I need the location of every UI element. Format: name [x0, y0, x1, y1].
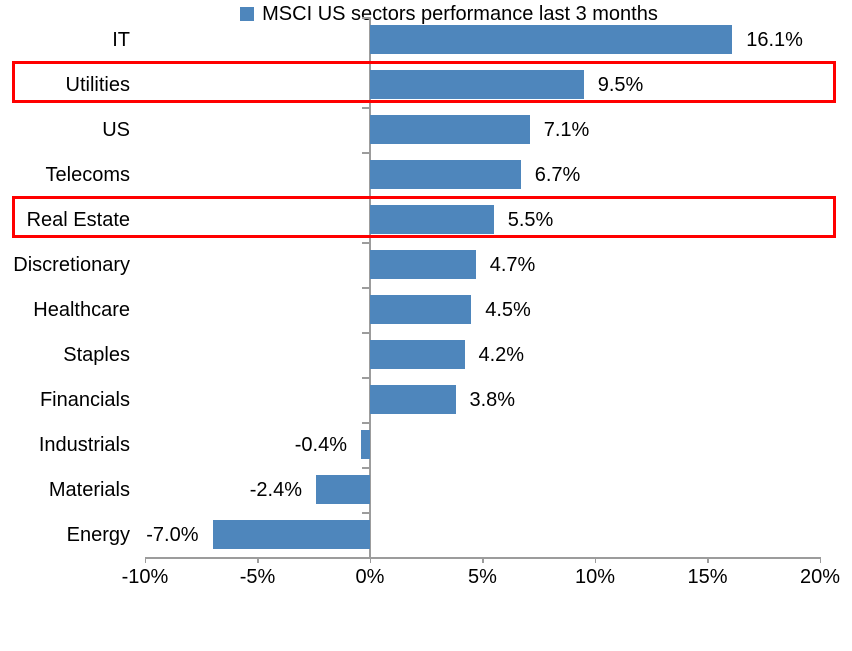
category-label: Financials: [39, 388, 130, 411]
x-tick-label: 10%: [574, 566, 616, 588]
category-label: Staples: [63, 343, 130, 366]
y-axis-tick: [362, 557, 370, 559]
y-axis-tick: [362, 152, 370, 154]
category-label: Utilities: [65, 73, 130, 96]
bar: [316, 475, 370, 504]
y-axis-tick: [362, 17, 370, 19]
highlight-box: [12, 196, 836, 238]
bar: [370, 70, 584, 99]
category-label: Healthcare: [33, 298, 130, 321]
x-tick-label: 5%: [468, 566, 497, 588]
x-axis-tick: [144, 557, 146, 563]
bar: [361, 430, 370, 459]
y-axis-tick: [362, 422, 370, 424]
value-label: 4.2%: [478, 343, 525, 366]
value-label: 4.7%: [489, 253, 536, 276]
bar: [370, 250, 476, 279]
x-axis-tick: [482, 557, 484, 563]
legend-marker-icon: [240, 7, 255, 21]
value-label: -7.0%: [146, 523, 199, 546]
y-axis-tick: [362, 467, 370, 469]
value-label: 3.8%: [469, 388, 516, 411]
value-label: 7.1%: [543, 118, 590, 141]
y-axis-tick: [362, 377, 370, 379]
value-label: -2.4%: [249, 478, 302, 501]
y-axis-tick: [362, 287, 370, 289]
category-label: Energy: [66, 523, 130, 546]
bar: [212, 520, 370, 549]
category-label: IT: [112, 28, 130, 51]
category-label: Real Estate: [26, 208, 130, 231]
bar: [370, 160, 521, 189]
category-label: Materials: [48, 478, 130, 501]
y-axis-tick: [362, 512, 370, 514]
value-label: 4.5%: [485, 298, 531, 321]
value-label: 6.7%: [534, 163, 581, 186]
bar: [370, 340, 465, 369]
bar: [370, 295, 472, 324]
y-axis-tick: [362, 332, 370, 334]
bar: [370, 385, 456, 414]
x-tick-label: 15%: [687, 566, 728, 588]
x-axis-tick: [819, 557, 821, 563]
value-label: 9.5%: [597, 73, 644, 96]
legend-label: MSCI US sectors performance last 3 month…: [262, 2, 658, 25]
category-label: Industrials: [38, 433, 130, 456]
value-label: 5.5%: [507, 208, 554, 231]
category-label: Telecoms: [45, 163, 130, 186]
bar: [370, 205, 494, 234]
x-tick-label: -5%: [239, 566, 276, 588]
legend: MSCI US sectors performance last 3 month…: [0, 0, 852, 28]
value-label: -0.4%: [294, 433, 347, 456]
highlight-box: [12, 61, 836, 103]
category-label: Discretionary: [13, 253, 130, 276]
x-tick-label: -10%: [121, 566, 169, 588]
x-axis-tick: [369, 557, 371, 563]
y-axis-tick: [362, 242, 370, 244]
x-tick-label: 20%: [799, 566, 841, 588]
y-axis-tick: [362, 107, 370, 109]
value-label: 16.1%: [746, 28, 803, 51]
x-axis-tick: [594, 557, 596, 563]
bar: [370, 115, 530, 144]
x-axis-tick: [707, 557, 709, 563]
x-axis-tick: [257, 557, 259, 563]
bar: [370, 25, 733, 54]
category-label: US: [102, 118, 130, 141]
x-tick-label: 0%: [355, 566, 385, 588]
